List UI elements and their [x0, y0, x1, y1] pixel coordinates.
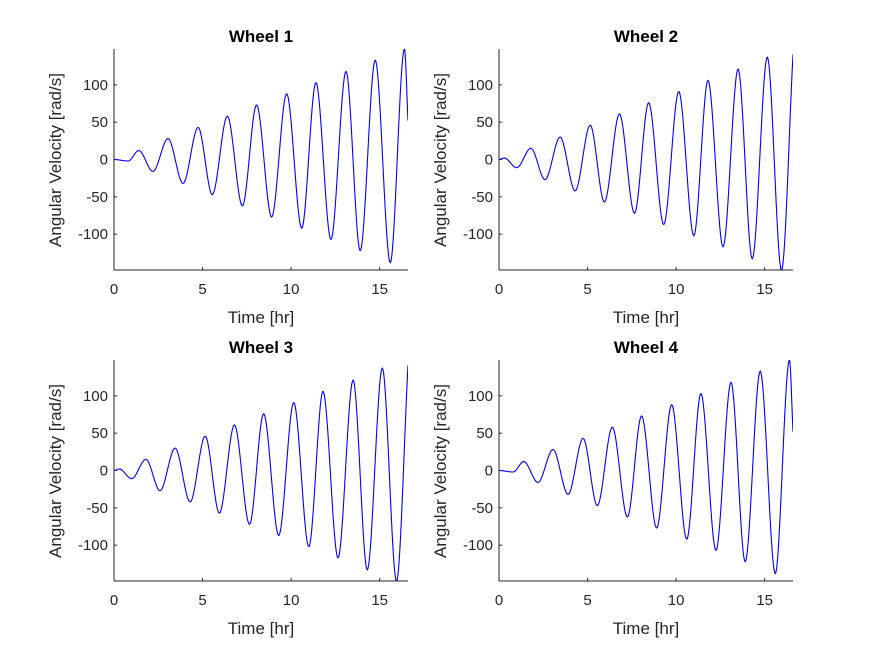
y-tick-label: -100: [463, 226, 493, 243]
x-tick-label: 5: [583, 592, 591, 609]
subplot-wheel-3: Wheel 3 Time [hr] Angular Velocity [rad/…: [46, 338, 408, 638]
y-axis-label: Angular Velocity [rad/s]: [431, 384, 450, 558]
x-tick-label: 15: [371, 281, 388, 298]
subplot-wheel-4: Wheel 4 Time [hr] Angular Velocity [rad/…: [431, 338, 793, 638]
y-axis-label: Angular Velocity [rad/s]: [431, 73, 450, 247]
x-tick-label: 5: [198, 592, 206, 609]
y-tick-label: -50: [471, 189, 493, 206]
y-tick-label: 0: [100, 152, 108, 169]
y-axis-label: Angular Velocity [rad/s]: [46, 73, 65, 247]
x-tick-label: 0: [110, 281, 118, 298]
y-tick-label: 0: [485, 152, 493, 169]
y-tick-label: 100: [83, 388, 108, 405]
x-tick-label: 10: [668, 592, 685, 609]
y-tick-label: 50: [476, 114, 493, 131]
x-tick-label: 5: [583, 281, 591, 298]
y-tick-label: 100: [83, 77, 108, 94]
x-axis-label: Time [hr]: [228, 619, 294, 638]
x-tick-label: 10: [668, 281, 685, 298]
x-tick-label: 0: [495, 592, 503, 609]
y-tick-label: -50: [86, 500, 108, 517]
x-axis-label: Time [hr]: [613, 619, 679, 638]
y-axis-label: Angular Velocity [rad/s]: [46, 384, 65, 558]
x-tick-label: 15: [756, 281, 773, 298]
series-line-0: [114, 365, 408, 581]
y-tick-label: 0: [100, 463, 108, 480]
subplot-title: Wheel 1: [229, 27, 293, 46]
subplot-wheel-1: Wheel 1 Time [hr] Angular Velocity [rad/…: [46, 27, 408, 327]
series-line-0: [499, 54, 793, 270]
x-axis-label: Time [hr]: [613, 308, 679, 327]
subplot-wheel-2: Wheel 2 Time [hr] Angular Velocity [rad/…: [431, 27, 793, 327]
axes-wheel-1: 0 5 10 15 -100 -50 0 50 100: [78, 49, 408, 298]
y-tick-label: -100: [463, 537, 493, 554]
x-tick-label: 0: [495, 281, 503, 298]
y-tick-label: -50: [86, 189, 108, 206]
y-tick-label: 50: [476, 425, 493, 442]
subplot-title: Wheel 4: [614, 338, 679, 357]
y-tick-label: -100: [78, 226, 108, 243]
y-tick-label: 100: [468, 388, 493, 405]
series-line-0: [499, 360, 793, 575]
y-tick-label: -100: [78, 537, 108, 554]
x-tick-label: 10: [283, 592, 300, 609]
x-tick-label: 5: [198, 281, 206, 298]
axes-wheel-2: 0 5 10 15 -100 -50 0 50 100: [463, 49, 793, 298]
x-tick-label: 15: [371, 592, 388, 609]
y-tick-label: 50: [91, 114, 108, 131]
axes-wheel-3: 0 5 10 15 -100 -50 0 50 100: [78, 360, 408, 609]
subplot-title: Wheel 3: [229, 338, 293, 357]
x-axis-label: Time [hr]: [228, 308, 294, 327]
axes-wheel-4: 0 5 10 15 -100 -50 0 50 100: [463, 360, 793, 609]
x-tick-label: 0: [110, 592, 118, 609]
subplot-title: Wheel 2: [614, 27, 678, 46]
y-tick-label: 50: [91, 425, 108, 442]
x-tick-label: 10: [283, 281, 300, 298]
y-tick-label: 0: [485, 463, 493, 480]
y-tick-label: -50: [471, 500, 493, 517]
y-tick-label: 100: [468, 77, 493, 94]
series-line-0: [114, 49, 408, 264]
x-tick-label: 15: [756, 592, 773, 609]
